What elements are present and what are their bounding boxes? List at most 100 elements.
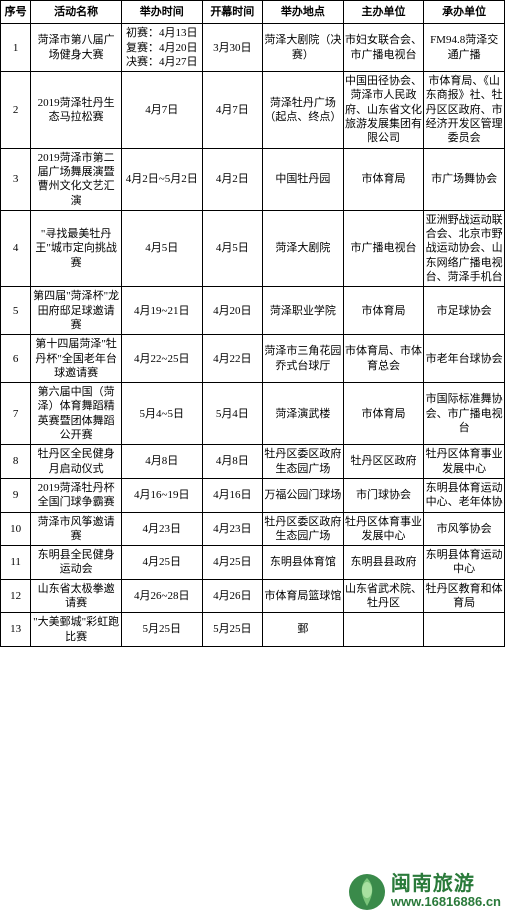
table-cell: 市体育局 xyxy=(343,148,424,210)
table-cell: "寻找最美牡丹王"城市定向挑战赛 xyxy=(31,210,122,286)
table-cell: 9 xyxy=(1,478,31,512)
table-cell: 菏泽市三角花园乔式台球厅 xyxy=(263,335,344,383)
table-cell: 中国牡丹园 xyxy=(263,148,344,210)
watermark-text: 闽南旅游 www.16816886.cn xyxy=(391,874,501,910)
table-cell: 第六届中国（菏泽）体育舞蹈精英赛暨团体舞蹈公开赛 xyxy=(31,383,122,445)
table-row: 92019菏泽牡丹杯全国门球争霸赛4月16~19日4月16日万福公园门球场市门球… xyxy=(1,478,505,512)
table-cell: 中国田径协会、菏泽市人民政府、山东省文化旅游发展集团有限公司 xyxy=(343,72,424,148)
table-cell: 4月25日 xyxy=(121,546,202,580)
table-cell: 菏泽职业学院 xyxy=(263,287,344,335)
table-header-row: 序号 活动名称 举办时间 开幕时间 举办地点 主办单位 承办单位 xyxy=(1,1,505,24)
table-cell: 菏泽大剧院 xyxy=(263,210,344,286)
table-cell: "大美鄄城"彩虹跑比赛 xyxy=(31,613,122,647)
table-cell: 东明县体育运动中心、老年体协 xyxy=(424,478,505,512)
table-cell: 2019菏泽牡丹生态马拉松赛 xyxy=(31,72,122,148)
table-cell: 4月8日 xyxy=(121,445,202,479)
table-row: 5第四届"菏泽杯"龙田府邸足球邀请赛4月19~21日4月20日菏泽职业学院市体育… xyxy=(1,287,505,335)
table-cell: 市门球协会 xyxy=(343,478,424,512)
table-row: 8牡丹区全民健身月启动仪式4月8日4月8日牡丹区委区政府生态园广场牡丹区区政府牡… xyxy=(1,445,505,479)
table-cell: 4月23日 xyxy=(202,512,262,546)
th-open: 开幕时间 xyxy=(202,1,262,24)
table-cell: 东明县体育馆 xyxy=(263,546,344,580)
table-cell: 5月25日 xyxy=(202,613,262,647)
table-cell: 5月4~5日 xyxy=(121,383,202,445)
table-cell: 牡丹区区政府 xyxy=(343,445,424,479)
table-cell: 东明县县政府 xyxy=(343,546,424,580)
table-cell: 市风筝协会 xyxy=(424,512,505,546)
table-cell: 牡丹区体育事业发展中心 xyxy=(343,512,424,546)
table-cell: 牡丹区体育事业发展中心 xyxy=(424,445,505,479)
table-cell: 4月5日 xyxy=(121,210,202,286)
table-cell: 11 xyxy=(1,546,31,580)
table-cell: 4月7日 xyxy=(202,72,262,148)
table-cell: 6 xyxy=(1,335,31,383)
table-row: 1菏泽市第八届广场健身大赛初赛：4月13日 复赛：4月20日 决赛：4月27日3… xyxy=(1,24,505,72)
table-cell: 1 xyxy=(1,24,31,72)
table-row: 22019菏泽牡丹生态马拉松赛4月7日4月7日菏泽牡丹广场（起点、终点）中国田径… xyxy=(1,72,505,148)
table-cell: 市国际标准舞协会、市广播电视台 xyxy=(424,383,505,445)
watermark-logo-icon xyxy=(347,872,387,912)
th-org: 承办单位 xyxy=(424,1,505,24)
table-cell: 4月25日 xyxy=(202,546,262,580)
table-cell: FM94.8菏泽交通广播 xyxy=(424,24,505,72)
watermark-cn: 闽南旅游 xyxy=(391,874,475,894)
table-cell: 3月30日 xyxy=(202,24,262,72)
table-cell: 市体育局 xyxy=(343,383,424,445)
table-cell: 市广场舞协会 xyxy=(424,148,505,210)
table-cell: 3 xyxy=(1,148,31,210)
table-cell: 东明县全民健身运动会 xyxy=(31,546,122,580)
table-cell: 4月26~28日 xyxy=(121,579,202,613)
table-row: 4"寻找最美牡丹王"城市定向挑战赛4月5日4月5日菏泽大剧院市广播电视台亚洲野战… xyxy=(1,210,505,286)
events-table: 序号 活动名称 举办时间 开幕时间 举办地点 主办单位 承办单位 1菏泽市第八届… xyxy=(0,0,505,647)
th-index: 序号 xyxy=(1,1,31,24)
table-cell: 牡丹区教育和体育局 xyxy=(424,579,505,613)
table-cell: 市体育局篮球馆 xyxy=(263,579,344,613)
table-cell: 第四届"菏泽杯"龙田府邸足球邀请赛 xyxy=(31,287,122,335)
table-cell: 4月7日 xyxy=(121,72,202,148)
table-row: 7第六届中国（菏泽）体育舞蹈精英赛暨团体舞蹈公开赛5月4~5日5月4日菏泽演武楼… xyxy=(1,383,505,445)
table-cell: 菏泽牡丹广场（起点、终点） xyxy=(263,72,344,148)
table-cell: 4月26日 xyxy=(202,579,262,613)
table-cell: 4 xyxy=(1,210,31,286)
table-cell: 5月4日 xyxy=(202,383,262,445)
table-cell: 4月20日 xyxy=(202,287,262,335)
table-cell: 市体育局 xyxy=(343,287,424,335)
table-row: 32019菏泽市第二届广场舞展演暨曹州文化文艺汇演4月2日~5月2日4月2日中国… xyxy=(1,148,505,210)
table-cell: 市体育局、市体育总会 xyxy=(343,335,424,383)
table-cell: 牡丹区委区政府生态园广场 xyxy=(263,512,344,546)
table-cell xyxy=(343,613,424,647)
table-cell: 初赛：4月13日 复赛：4月20日 决赛：4月27日 xyxy=(121,24,202,72)
table-row: 12山东省太极拳邀请赛4月26~28日4月26日市体育局篮球馆山东省武术院、牡丹… xyxy=(1,579,505,613)
table-cell: 4月2日 xyxy=(202,148,262,210)
table-cell: 2019菏泽牡丹杯全国门球争霸赛 xyxy=(31,478,122,512)
table-cell: 市体育局、《山东商报》社、牡丹区区政府、市经济开发区管理委员会 xyxy=(424,72,505,148)
table-cell: 菏泽市风筝邀请赛 xyxy=(31,512,122,546)
table-cell: 2019菏泽市第二届广场舞展演暨曹州文化文艺汇演 xyxy=(31,148,122,210)
table-body: 1菏泽市第八届广场健身大赛初赛：4月13日 复赛：4月20日 决赛：4月27日3… xyxy=(1,24,505,647)
table-cell: 市足球协会 xyxy=(424,287,505,335)
table-cell: 牡丹区委区政府生态园广场 xyxy=(263,445,344,479)
table-row: 6第十四届菏泽"牡丹杯"全国老年台球邀请赛4月22~25日4月22日菏泽市三角花… xyxy=(1,335,505,383)
table-cell: 菏泽市第八届广场健身大赛 xyxy=(31,24,122,72)
table-cell: 山东省太极拳邀请赛 xyxy=(31,579,122,613)
th-time: 举办时间 xyxy=(121,1,202,24)
table-cell: 东明县体育运动中心 xyxy=(424,546,505,580)
table-cell: 4月16日 xyxy=(202,478,262,512)
table-cell: 市妇女联合会、市广播电视台 xyxy=(343,24,424,72)
table-cell: 亚洲野战运动联合会、北京市野战运动协会、山东网络广播电视台、菏泽手机台 xyxy=(424,210,505,286)
table-cell: 市广播电视台 xyxy=(343,210,424,286)
table-cell: 4月8日 xyxy=(202,445,262,479)
table-cell: 山东省武术院、牡丹区 xyxy=(343,579,424,613)
table-cell: ​ xyxy=(424,613,505,647)
table-row: 10菏泽市风筝邀请赛4月23日4月23日牡丹区委区政府生态园广场牡丹区体育事业发… xyxy=(1,512,505,546)
table-cell: 12 xyxy=(1,579,31,613)
table-cell: 5 xyxy=(1,287,31,335)
table-cell: 鄄 xyxy=(263,613,344,647)
th-host: 主办单位 xyxy=(343,1,424,24)
table-cell: 牡丹区全民健身月启动仪式 xyxy=(31,445,122,479)
th-name: 活动名称 xyxy=(31,1,122,24)
table-cell: 7 xyxy=(1,383,31,445)
table-cell: 4月2日~5月2日 xyxy=(121,148,202,210)
table-cell: 4月22~25日 xyxy=(121,335,202,383)
table-cell: 4月22日 xyxy=(202,335,262,383)
